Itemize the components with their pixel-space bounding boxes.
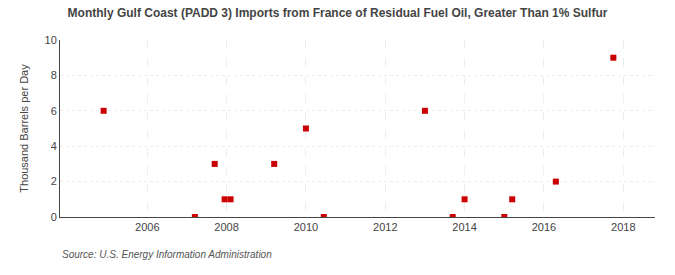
svg-text:2016: 2016	[532, 221, 556, 233]
svg-text:2010: 2010	[294, 221, 318, 233]
svg-text:Source: U.S. Energy Informatio: Source: U.S. Energy Information Administ…	[62, 249, 272, 260]
svg-text:8: 8	[51, 69, 57, 81]
svg-text:2008: 2008	[214, 221, 238, 233]
svg-text:2006: 2006	[135, 221, 159, 233]
svg-text:2012: 2012	[373, 221, 397, 233]
svg-text:2018: 2018	[611, 221, 635, 233]
svg-text:2014: 2014	[452, 221, 476, 233]
svg-text:10: 10	[45, 34, 57, 46]
svg-text:2: 2	[51, 175, 57, 187]
svg-text:4: 4	[51, 140, 57, 152]
svg-text:0: 0	[51, 211, 57, 223]
svg-text:Thousand Barrels per Day: Thousand Barrels per Day	[18, 64, 30, 193]
svg-text:6: 6	[51, 105, 57, 117]
svg-text:Monthly Gulf Coast (PADD 3) Im: Monthly Gulf Coast (PADD 3) Imports from…	[68, 6, 608, 20]
